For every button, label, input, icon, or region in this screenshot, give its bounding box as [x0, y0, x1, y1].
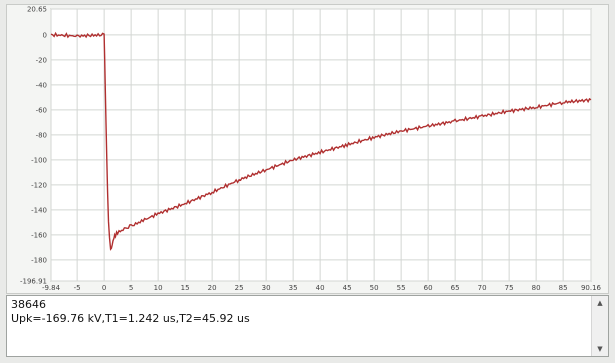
x-tick-label: 25 [235, 284, 244, 292]
x-tick-label: 70 [478, 284, 487, 292]
vertical-scrollbar[interactable]: ▲ ▼ [591, 296, 608, 356]
scroll-up-icon[interactable]: ▲ [597, 299, 603, 307]
x-tick-label: 50 [370, 284, 379, 292]
x-tick-label: 55 [397, 284, 406, 292]
y-tick-label: 0 [43, 31, 47, 39]
x-tick-label: 30 [262, 284, 271, 292]
x-tick-label: 35 [289, 284, 298, 292]
scroll-down-icon[interactable]: ▼ [597, 345, 603, 353]
x-tick-label: 90.16 [581, 284, 602, 292]
x-tick-label: 85 [559, 284, 568, 292]
y-tick-label: -20 [36, 56, 47, 64]
waveform-plot-panel: -9.84 -5 0 5 10 15 20 25 30 35 40 45 50 55 60 65 70 75 80 8… [6, 4, 609, 294]
x-tick-label: 75 [505, 284, 514, 292]
measurement-summary: Upk=-169.76 kV,T1=1.242 us,T2=45.92 us [11, 312, 250, 325]
info-text-area[interactable]: 38646 Upk=-169.76 kV,T1=1.242 us,T2=45.9… [6, 295, 609, 357]
record-number: 38646 [11, 298, 46, 311]
waveform-chart: -9.84 -5 0 5 10 15 20 25 30 35 40 45 50 55 60 65 70 75 80 8… [20, 6, 602, 293]
x-tick-label: -9.84 [42, 284, 61, 292]
x-tick-label: 40 [316, 284, 325, 292]
y-tick-label: 20.65 [27, 6, 47, 14]
x-tick-label: 5 [129, 284, 133, 292]
x-tick-label: 65 [451, 284, 460, 292]
y-tick-label: -180 [31, 256, 47, 264]
x-tick-label: 0 [102, 284, 106, 292]
x-tick-label: 80 [532, 284, 541, 292]
y-tick-label: -140 [31, 206, 47, 214]
x-tick-label: 45 [343, 284, 352, 292]
x-tick-label: 60 [424, 284, 433, 292]
waveform-series-line [50, 31, 592, 251]
y-tick-label: -120 [31, 181, 47, 189]
x-tick-label: 15 [181, 284, 190, 292]
x-tick-label: 10 [154, 284, 163, 292]
y-tick-label: -40 [36, 81, 47, 89]
plot-area [50, 8, 592, 282]
x-tick-label: -5 [74, 284, 81, 292]
y-tick-label: -60 [36, 106, 47, 114]
y-tick-label: -196.91 [20, 278, 47, 286]
y-tick-label: -80 [36, 131, 47, 139]
x-tick-label: 20 [208, 284, 217, 292]
y-tick-label: -160 [31, 231, 47, 239]
y-tick-label: -100 [31, 156, 47, 164]
